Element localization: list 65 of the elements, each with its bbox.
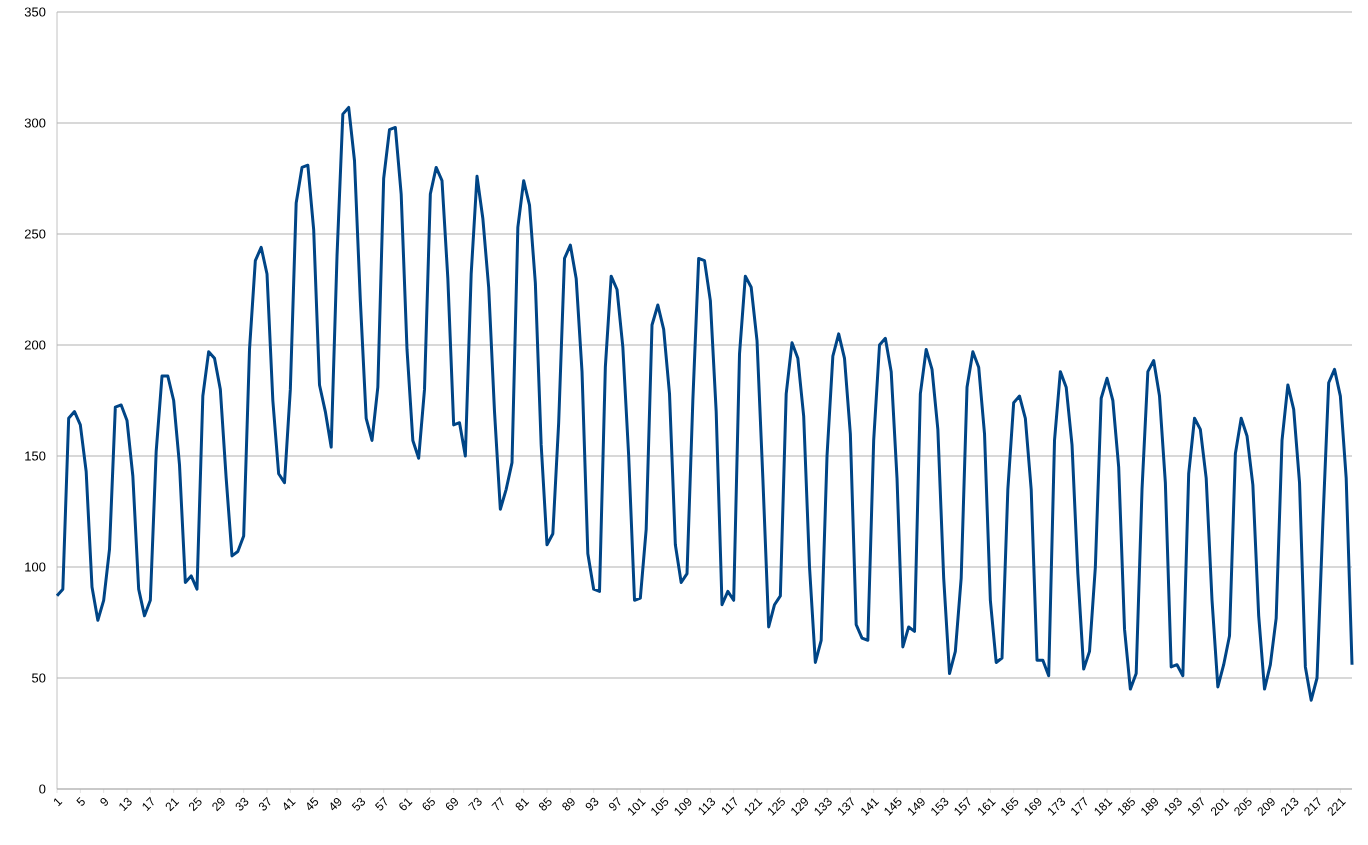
x-tick-label: 149 — [908, 797, 925, 816]
x-tick-label: 109 — [674, 797, 692, 816]
x-tick-label: 125 — [768, 797, 785, 816]
x-tick-label: 197 — [1188, 796, 1204, 816]
x-tick-label: 49 — [330, 797, 342, 811]
x-tick-label: 85 — [538, 797, 552, 811]
x-tick-label: 17 — [142, 796, 154, 812]
x-tick-label: 129 — [791, 797, 808, 816]
x-tick-label: 221 — [1327, 798, 1346, 817]
x-tick-label: 29 — [212, 797, 225, 812]
x-tick-label: 37 — [258, 796, 271, 811]
x-tick-label: 73 — [468, 797, 482, 811]
x-tick-label: 137 — [838, 796, 854, 816]
x-tick-label: 157 — [954, 796, 971, 816]
x-tick-label: 61 — [399, 798, 413, 811]
x-tick-label: 9 — [100, 797, 108, 806]
x-tick-label: 217 — [1304, 796, 1321, 817]
y-tick-label: 100 — [25, 562, 46, 572]
x-tick-label: 25 — [189, 797, 202, 812]
x-tick-label: 69 — [445, 797, 458, 811]
x-tick-label: 153 — [931, 797, 949, 816]
x-tick-label: 53 — [351, 797, 366, 811]
x-tick-label: 133 — [814, 797, 832, 816]
y-tick-label: 50 — [32, 673, 46, 683]
x-tick-label: 205 — [1234, 797, 1252, 817]
x-tick-label: 177 — [1071, 796, 1088, 816]
y-tick-label: 150 — [25, 451, 46, 461]
x-tick-label: 89 — [562, 797, 575, 811]
x-tick-label: 21 — [165, 798, 180, 812]
x-tick-label: 201 — [1210, 798, 1230, 817]
x-tick-label: 161 — [978, 798, 996, 816]
x-tick-label: 77 — [491, 796, 504, 811]
x-tick-label: 81 — [515, 798, 530, 811]
x-tick-label: 5 — [76, 797, 85, 806]
x-tick-label: 33 — [235, 797, 249, 811]
x-tick-label: 117 — [721, 796, 738, 816]
x-tick-label: 169 — [1024, 797, 1042, 816]
x-tick-label: 121 — [744, 798, 763, 816]
x-tick-label: 113 — [698, 797, 716, 816]
y-tick-label: 250 — [24, 229, 46, 239]
x-tick-label: 141 — [861, 798, 880, 816]
x-tick-label: 189 — [1141, 797, 1158, 816]
x-tick-label: 101 — [628, 798, 646, 816]
x-tick-label: 185 — [1118, 797, 1135, 816]
x-tick-label: 13 — [119, 797, 132, 812]
y-tick-label: 350 — [24, 7, 46, 17]
x-tick-label: 57 — [374, 796, 388, 811]
x-tick-label: 45 — [307, 797, 319, 811]
x-tick-label: 213 — [1280, 797, 1299, 817]
x-tick-label: 193 — [1164, 797, 1182, 816]
x-tick-label: 165 — [1001, 797, 1019, 816]
x-tick-label: 209 — [1257, 797, 1275, 817]
y-tick-label: 0 — [39, 784, 46, 794]
x-tick-label: 145 — [884, 797, 902, 816]
x-tick-label: 1 — [54, 798, 63, 807]
y-tick-label: 200 — [24, 340, 46, 350]
x-tick-label: 105 — [651, 797, 669, 816]
x-tick-label: 65 — [422, 797, 435, 811]
x-tick-label: 93 — [585, 797, 599, 811]
x-tick-label: 173 — [1048, 797, 1066, 816]
x-tick-label: 181 — [1094, 798, 1113, 816]
x-tick-label: 97 — [609, 796, 621, 811]
x-tick-label: 41 — [283, 798, 296, 811]
line-series — [55, 105, 1354, 702]
y-tick-label: 300 — [24, 118, 46, 128]
